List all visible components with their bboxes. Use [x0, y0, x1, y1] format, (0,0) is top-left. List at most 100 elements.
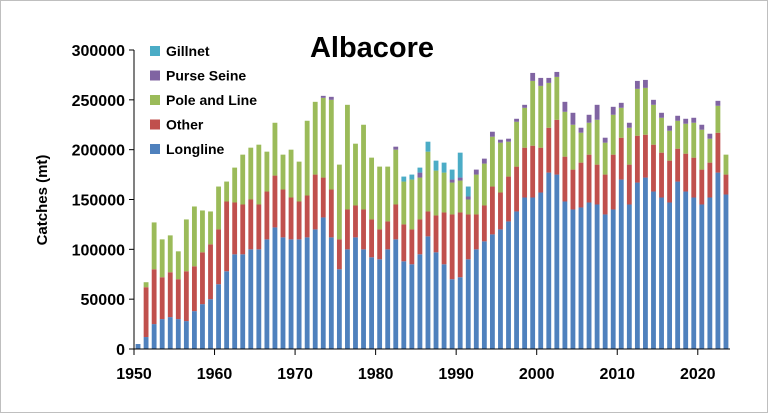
bar-other-2012: [634, 135, 640, 183]
bar-pole-and-line-1960: [216, 186, 221, 230]
bar-purse-seine-1995: [498, 139, 503, 143]
bar-longline-2008: [602, 214, 608, 349]
bar-other-2011: [626, 164, 632, 205]
bar-other-1958: [200, 252, 205, 305]
bar-longline-1957: [191, 311, 197, 349]
bar-longline-2019: [691, 197, 697, 349]
bar-other-1976: [345, 209, 350, 250]
bar-other-1963: [240, 204, 246, 255]
bar-other-1985: [417, 219, 423, 255]
x-tick-label: 2010: [599, 366, 635, 383]
bar-other-1990: [457, 212, 463, 278]
bar-purse-seine-1982: [393, 146, 399, 150]
bar-other-2019: [691, 157, 697, 198]
bar-pole-and-line-2004: [570, 124, 576, 170]
bar-longline-1960: [216, 284, 221, 349]
legend-swatch-longline: [150, 144, 160, 154]
bar-pole-and-line-1992: [473, 174, 479, 215]
bar-pole-and-line-1971: [304, 120, 310, 196]
x-tick-label: 1970: [277, 366, 313, 383]
bar-longline-1952: [151, 324, 157, 349]
bar-pole-and-line-2000: [538, 85, 544, 148]
bar-longline-1955: [175, 319, 181, 349]
bar-purse-seine-2008: [602, 137, 608, 143]
bar-other-1982: [393, 204, 399, 240]
bar-longline-1980: [377, 259, 383, 349]
bar-other-2022: [715, 132, 721, 173]
x-tick-label: 1960: [197, 366, 233, 383]
bar-purse-seine-2014: [651, 99, 656, 105]
bar-longline-2023: [723, 194, 729, 349]
bar-other-1971: [304, 195, 310, 238]
bar-purse-seine-1999: [530, 72, 536, 81]
bar-pole-and-line-2020: [699, 129, 705, 170]
bar-purse-seine-2004: [570, 112, 576, 125]
bar-other-1962: [232, 202, 238, 255]
y-axis-title: Catches (mt): [34, 155, 51, 246]
bar-other-1988: [441, 212, 447, 265]
bar-longline-1961: [224, 271, 230, 349]
bar-gillnet-1985: [417, 167, 423, 173]
bar-gillnet-1989: [449, 169, 455, 180]
bar-pole-and-line-2023: [723, 154, 729, 175]
bar-longline-1992: [473, 249, 479, 349]
x-tick-label: 1950: [116, 366, 152, 383]
bar-longline-1962: [232, 254, 238, 349]
bar-purse-seine-1998: [522, 104, 528, 108]
bar-other-1995: [498, 192, 503, 230]
bar-other-2003: [562, 156, 568, 202]
bar-pole-and-line-1952: [151, 222, 157, 270]
bar-other-1956: [183, 271, 189, 322]
chart-title: Albacore: [310, 32, 434, 64]
bar-pole-and-line-2005: [578, 132, 584, 163]
bar-other-1993: [481, 205, 487, 242]
bar-pole-and-line-1980: [377, 166, 383, 230]
bar-pole-and-line-1977: [353, 143, 358, 206]
bar-longline-2022: [715, 172, 721, 349]
legend-swatch-purse-seine: [150, 70, 160, 81]
y-tick-label: 250000: [72, 93, 125, 110]
bar-pole-and-line-2017: [675, 120, 681, 149]
bar-other-2015: [659, 152, 664, 198]
bar-pole-and-line-2015: [659, 117, 664, 153]
bar-longline-1986: [425, 236, 431, 349]
bar-pole-and-line-2021: [707, 138, 713, 163]
bar-longline-2007: [594, 204, 600, 349]
bar-longline-1959: [208, 299, 213, 349]
bar-pole-and-line-1951: [143, 282, 149, 288]
bar-longline-2016: [667, 202, 673, 349]
bar-other-1980: [377, 229, 383, 260]
bar-purse-seine-2011: [626, 122, 632, 128]
bar-longline-1996: [506, 221, 511, 349]
bar-longline-1987: [433, 252, 439, 349]
bar-other-2021: [707, 162, 713, 198]
bar-purse-seine-2001: [546, 77, 552, 83]
bar-longline-2012: [634, 182, 640, 349]
bar-longline-1981: [385, 249, 391, 349]
bar-pole-and-line-2011: [626, 127, 632, 165]
legend-label-purse-seine: Purse Seine: [166, 68, 246, 84]
bar-purse-seine-2002: [554, 71, 560, 77]
y-tick-label: 150000: [72, 193, 125, 210]
bar-pole-and-line-1987: [433, 170, 439, 216]
bar-longline-1967: [272, 227, 278, 349]
bar-longline-1971: [304, 237, 310, 349]
bar-other-1996: [506, 176, 511, 222]
bar-other-2020: [699, 169, 705, 205]
bar-longline-1984: [409, 264, 415, 349]
bar-longline-1994: [489, 234, 495, 349]
bar-other-1986: [425, 211, 431, 237]
bar-other-1964: [248, 199, 254, 250]
bar-longline-2006: [586, 202, 592, 349]
bar-pole-and-line-1988: [441, 172, 447, 213]
bar-pole-and-line-1984: [409, 179, 415, 230]
bar-pole-and-line-1985: [417, 177, 423, 220]
bar-pole-and-line-1955: [175, 251, 181, 280]
bar-other-2018: [683, 153, 689, 192]
bar-pole-and-line-1970: [296, 161, 302, 202]
bar-other-2001: [546, 127, 552, 173]
bar-purse-seine-2000: [538, 77, 544, 86]
bar-longline-1974: [328, 237, 334, 349]
bar-other-1983: [401, 224, 407, 262]
bar-pole-and-line-1993: [481, 163, 487, 206]
